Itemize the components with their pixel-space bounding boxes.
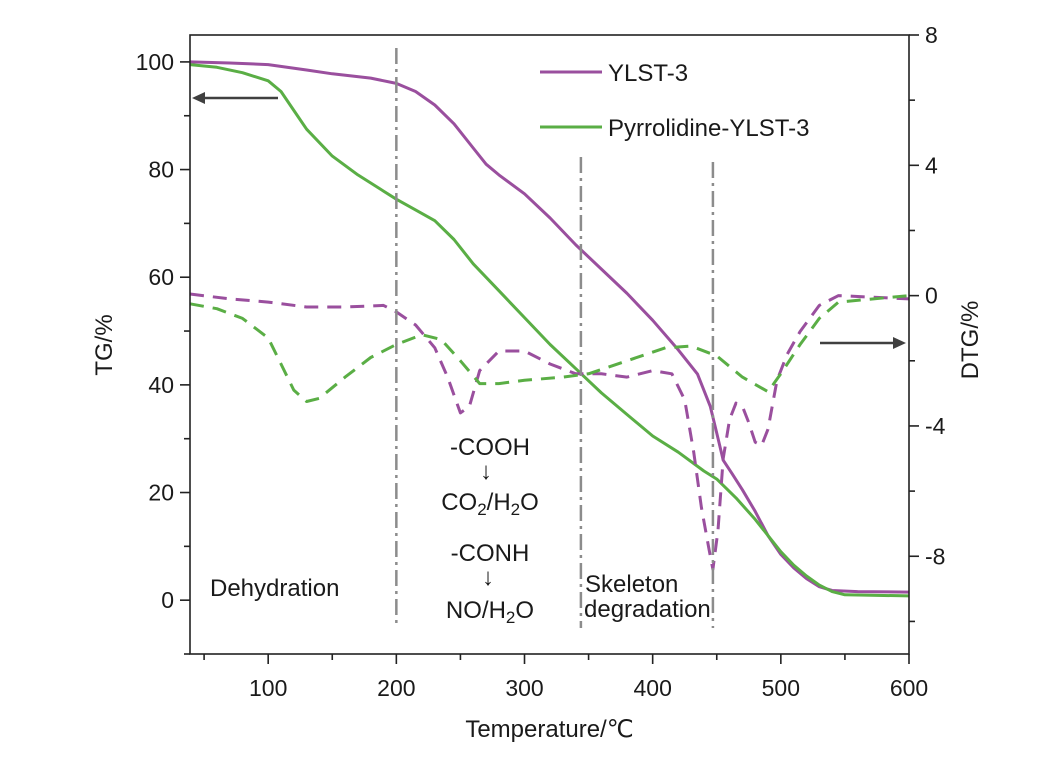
text-segment: O <box>520 489 539 516</box>
series-line-pyrrolidine-ylst-3-dtg <box>189 294 910 403</box>
x-tick-label: 600 <box>890 675 928 701</box>
y-left-tick-label: 0 <box>161 587 174 613</box>
y-left-axis-title: TG/% <box>91 314 118 375</box>
y-right-tick-label: -4 <box>925 413 946 439</box>
y-left-tick-label: 80 <box>148 157 174 183</box>
y-right-axis-title: DTG/% <box>957 301 984 380</box>
series-line-pyrrolidine-ylst-3 <box>189 63 910 598</box>
text-segment: /H <box>487 489 511 516</box>
annotations: Dehydration-COOH↓CO2/H2O-CONH↓NO/H2OSkel… <box>210 434 711 627</box>
annotation-conh: -CONH <box>451 540 530 567</box>
y-right-tick-label: 4 <box>925 152 938 178</box>
x-tick-label: 100 <box>249 675 287 701</box>
annotation-dehydration: Dehydration <box>210 575 339 602</box>
text-segment: CO <box>441 489 477 516</box>
axes: 100 200 300 400 500 600 0 20 40 60 80 100 -8 -4 0 4 8 Tem… <box>91 22 984 743</box>
legend-label: YLST-3 <box>608 60 688 87</box>
annotation-arrow-down: ↓ <box>480 458 492 485</box>
x-tick-label: 300 <box>505 675 543 701</box>
guide-lines <box>395 48 715 628</box>
y-left-tick-label: 40 <box>148 372 174 398</box>
subscript: 2 <box>511 500 520 519</box>
y-right-tick-label: -8 <box>925 543 945 569</box>
text-segment: NO/H <box>446 597 506 624</box>
subscript: 2 <box>506 608 515 627</box>
y-right-tick-label: 0 <box>925 283 938 309</box>
annotation-cooh: -COOH <box>450 434 530 461</box>
y-right-tick-label: 8 <box>925 22 938 48</box>
left-arrow-head-icon <box>192 92 205 104</box>
x-axis-title: Temperature/℃ <box>465 716 633 743</box>
series-line-ylst-3-dtg <box>189 292 910 571</box>
annotation-co2-h2o: CO2/H2O <box>441 489 539 519</box>
text-segment: O <box>515 597 534 624</box>
annotation-degradation: degradation <box>584 596 711 623</box>
series-line-ylst-3 <box>189 60 910 594</box>
x-tick-label: 400 <box>633 675 671 701</box>
annotation-arrow-down: ↓ <box>482 564 494 591</box>
plot-lines <box>189 60 910 598</box>
x-tick-label: 500 <box>762 675 800 701</box>
legend-label: Pyrrolidine-YLST-3 <box>608 115 809 142</box>
y-left-tick-label: 60 <box>148 264 174 290</box>
y-left-tick-label: 100 <box>136 49 174 75</box>
legend: YLST-3 Pyrrolidine-YLST-3 <box>540 60 809 142</box>
y-left-tick-label: 20 <box>148 480 174 506</box>
subscript: 2 <box>477 500 486 519</box>
annotation-no-h2o: NO/H2O <box>446 597 534 627</box>
plot-frame <box>189 34 910 655</box>
x-tick-label: 200 <box>377 675 415 701</box>
annotation-skeleton: Skeleton <box>585 571 678 598</box>
right-arrow-head-icon <box>893 337 906 349</box>
